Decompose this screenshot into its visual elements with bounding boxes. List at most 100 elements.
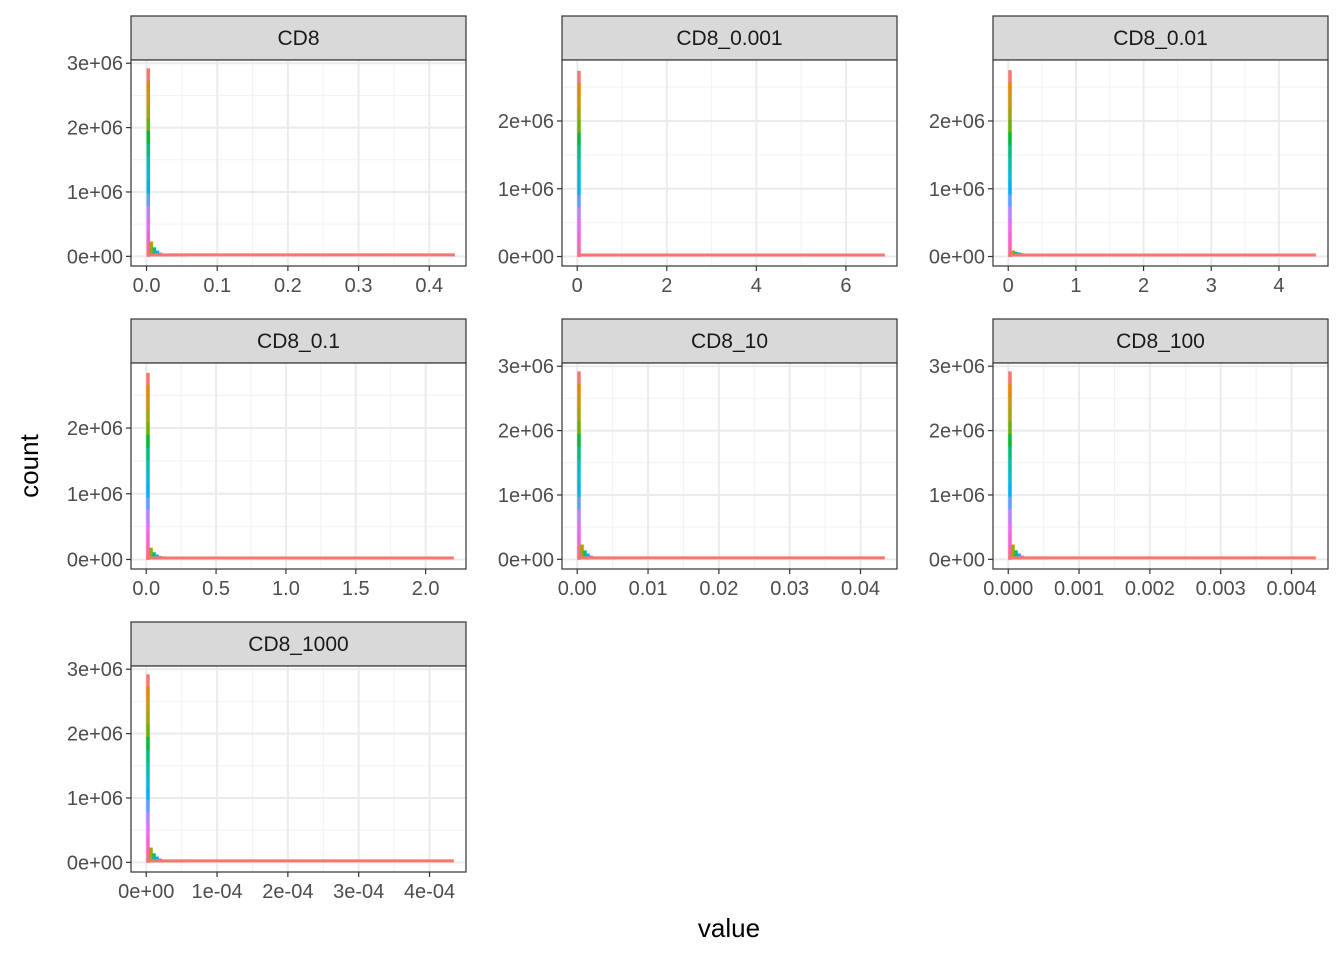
histogram-bar-segment <box>1008 521 1012 535</box>
histogram-bar-segment <box>146 231 151 245</box>
histogram-bar-segment <box>146 93 151 107</box>
plot-background <box>562 363 897 569</box>
panel-border <box>992 59 1329 267</box>
histogram-bar-segment <box>577 244 581 258</box>
histogram-bar-segment <box>577 83 581 97</box>
facet-panel-CD8_1000: CD8_1000 0e+00 1e-04 2e-04 3e-04 4e-04 0e+00 1e… <box>67 621 467 903</box>
histogram-bar-segment <box>1008 206 1012 220</box>
histogram-bar-segment <box>146 497 150 511</box>
histogram-bar-segment <box>577 496 581 510</box>
y-tick-label: 2e+06 <box>498 111 554 133</box>
histogram-bar-segment <box>1008 446 1012 460</box>
panel-border <box>561 362 898 570</box>
histogram-bar-segment <box>577 371 581 385</box>
histogram-bar-segment <box>1008 244 1012 258</box>
histogram-tail <box>146 253 455 257</box>
histogram-bar-segment <box>146 181 151 195</box>
plot-background <box>131 666 466 872</box>
histogram-bar-segment <box>146 156 151 170</box>
histogram-bar-segment <box>1008 119 1012 133</box>
y-tick-label: 2e+06 <box>67 118 123 140</box>
x-tick-label: 0e+00 <box>118 881 174 903</box>
x-tick-label: 0.000 <box>983 578 1033 600</box>
histogram-bar-segment <box>1008 471 1012 485</box>
x-tick-label: 0.02 <box>699 578 738 600</box>
histogram-bar-segment <box>1008 157 1012 171</box>
histogram-bar-segment <box>146 118 151 132</box>
facet-strip <box>130 15 467 61</box>
facet-panel-CD8_0.01: CD8_0.01 0 1 2 3 4 0e+00 1e+06 2e+06 <box>929 15 1329 297</box>
y-tick-label: 1e+06 <box>498 179 554 201</box>
histogram-bar-segment <box>577 446 581 460</box>
y-tick-label: 1e+06 <box>498 485 554 507</box>
panel-border <box>992 362 1329 570</box>
histogram-bar-segment <box>146 472 150 486</box>
x-tick-label: 3e-04 <box>333 881 384 903</box>
facet-panel-CD8_0.1: CD8_0.1 0.0 0.5 1.0 1.5 2.0 0e+00 1e+06 2e+06 <box>67 318 467 600</box>
histogram-bar-segment <box>146 410 150 424</box>
histogram-bar-segment <box>1008 82 1012 96</box>
histogram-bar-segment <box>146 143 151 157</box>
y-tick-label: 0e+00 <box>67 852 123 874</box>
histogram-tail <box>146 556 454 560</box>
y-tick-label: 1e+06 <box>67 182 123 204</box>
histogram-bar-segment <box>577 421 581 435</box>
y-tick-label: 3e+06 <box>929 356 985 378</box>
y-tick-label: 2e+06 <box>498 421 554 443</box>
x-tick-label: 0.001 <box>1054 578 1104 600</box>
x-tick-label: 1.5 <box>342 578 370 600</box>
histogram-bar-segment <box>146 484 150 498</box>
histogram-bar-segment <box>146 674 150 688</box>
histogram-bar-segment <box>146 686 150 700</box>
histogram-bar-segment <box>1008 459 1012 473</box>
histogram-bar-segment <box>577 219 581 233</box>
histogram-bar-segment <box>146 459 150 473</box>
facet-strip-label: CD8_10 <box>691 330 768 353</box>
histogram-bar-segment <box>146 787 150 801</box>
y-axis-title: count <box>14 433 44 497</box>
histogram-bar-segment <box>577 408 581 422</box>
x-tick-label: 0 <box>572 275 583 297</box>
histogram-bar-segment <box>146 131 151 145</box>
x-tick-label: 0.5 <box>202 578 230 600</box>
histogram-bar-segment <box>146 534 150 548</box>
histogram-bar-segment <box>1008 496 1012 510</box>
histogram-bar-segment <box>577 157 581 171</box>
plot-background <box>131 363 466 569</box>
histogram-tail <box>1008 253 1316 257</box>
y-tick-label: 2e+06 <box>67 724 123 746</box>
facet-panel-CD8_0.001: CD8_0.001 0 2 4 6 0e+00 1e+06 2e+06 <box>498 15 898 297</box>
histogram-bar-segment <box>1008 144 1012 158</box>
facet-strip <box>130 621 467 667</box>
histogram-bar-segment <box>146 206 151 220</box>
histogram-bar-segment <box>577 484 581 498</box>
histogram-bar-segment <box>1008 421 1012 435</box>
histogram-bar-segment <box>146 799 150 813</box>
x-tick-label: 0.0 <box>132 578 160 600</box>
histogram-bar-segment <box>146 824 150 838</box>
x-tick-label: 2 <box>661 275 672 297</box>
y-tick-label: 3e+06 <box>67 53 123 75</box>
histogram-bar-segment <box>1008 546 1012 560</box>
y-tick-label: 1e+06 <box>67 484 123 506</box>
x-tick-label: 0.1 <box>203 275 231 297</box>
plot-background <box>993 60 1328 266</box>
histogram-bar-segment <box>1008 132 1012 146</box>
x-tick-label: 0.0 <box>133 275 161 297</box>
x-tick-label: 3 <box>1206 275 1217 297</box>
histogram-tail <box>146 859 454 863</box>
facet-panel-CD8: CD8 0.0 0.1 0.2 0.3 0.4 0e+00 1e+06 2e+06 3e+06 <box>67 15 467 297</box>
x-tick-label: 4 <box>751 275 762 297</box>
histogram-bar-segment <box>146 762 150 776</box>
histogram-bar-segment <box>146 447 150 461</box>
histogram-bar-segment <box>1008 396 1012 410</box>
facet-strip <box>561 318 898 364</box>
facet-strip <box>992 15 1329 61</box>
histogram-tail <box>1008 556 1316 560</box>
panel-border <box>561 59 898 267</box>
y-tick-label: 1e+06 <box>929 485 985 507</box>
histogram-bar-segment <box>1008 484 1012 498</box>
x-tick-label: 0.004 <box>1266 578 1316 600</box>
histogram-bar-segment <box>577 182 581 196</box>
plot-background <box>562 60 897 266</box>
